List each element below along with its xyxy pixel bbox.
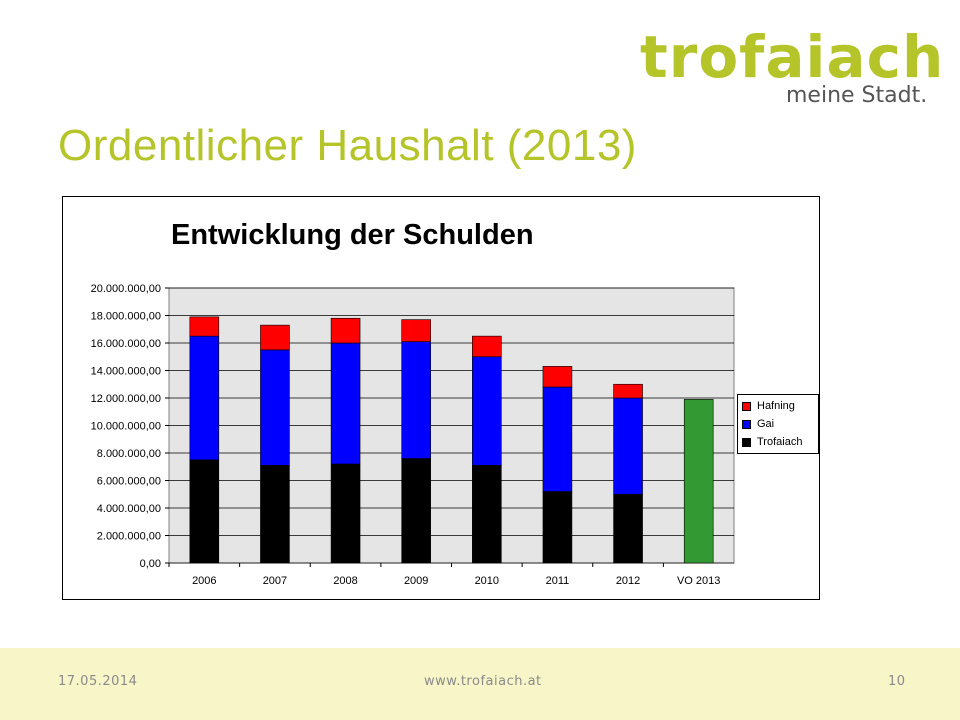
y-tick-label: 2.000.000,00 [97, 531, 161, 543]
bar-segment-series-3 [683, 399, 714, 564]
y-tick-label: 16.000.000,00 [91, 338, 161, 350]
bar-segment-gai [260, 349, 290, 466]
x-tick-label: 2007 [263, 575, 287, 587]
bar-segment-hafning [330, 317, 361, 344]
chart-legend: Hafning Gai Trofaiach [737, 394, 819, 454]
legend-label-gai: Gai [757, 418, 775, 430]
y-tick-label: 6.000.000,00 [97, 476, 161, 488]
bar-segment-trofaiach [189, 459, 220, 564]
legend-label-hafning: Hafning [757, 400, 795, 412]
y-tick-label: 18.000.000,00 [91, 311, 161, 323]
footer-band: 17.05.2014 www.trofaiach.at 10 [0, 648, 960, 720]
bar-segment-hafning [472, 335, 502, 358]
x-tick-label: 2012 [616, 575, 640, 587]
y-tick-label: 12.000.000,00 [91, 393, 161, 405]
footer-date: 17.05.2014 [58, 674, 138, 689]
bar-segment-gai [613, 397, 643, 495]
bar-segment-trofaiach [260, 465, 290, 564]
bar-segment-hafning [542, 366, 573, 388]
bar-segment-gai [330, 342, 361, 465]
legend-swatch-hafning [742, 401, 751, 411]
x-tick-label: 2011 [546, 575, 570, 587]
logo-wordmark: trofaiach [640, 23, 945, 91]
x-tick-label: 2008 [333, 575, 357, 587]
legend-item-hafning: Hafning [742, 397, 818, 415]
bar-segment-trofaiach [542, 491, 573, 564]
bar-segment-trofaiach [401, 458, 431, 564]
y-tick-label: 0,00 [140, 558, 161, 570]
chart-title: Entwicklung der Schulden [171, 219, 534, 251]
bar-segment-gai [401, 341, 431, 459]
bar-segment-trofaiach [613, 493, 643, 564]
bar-segment-gai [472, 356, 502, 466]
bar-segment-gai [542, 386, 573, 492]
footer-page-number: 10 [888, 674, 906, 689]
y-tick-label: 10.000.000,00 [91, 421, 161, 433]
slide-title: Ordentlicher Haushalt (2013) [58, 121, 637, 170]
trofaiach-logo: trofaiach meine Stadt. [640, 22, 943, 112]
bar-segment-gai [189, 335, 220, 461]
y-tick-label: 14.000.000,00 [91, 366, 161, 378]
y-tick-label: 8.000.000,00 [97, 448, 161, 460]
bar-segment-trofaiach [472, 465, 502, 564]
bar-segment-hafning [260, 324, 290, 351]
chart-frame: Entwicklung der Schulden 0,00 2.000.000,0… [62, 196, 820, 600]
x-tick-label: VO 2013 [677, 575, 720, 587]
bar-segment-hafning [401, 319, 431, 342]
y-tick-label: 20.000.000,00 [91, 283, 161, 295]
x-tick-label: 2009 [404, 575, 428, 587]
bar-segment-trofaiach [330, 463, 361, 564]
legend-item-trofaiach: Trofaiach [742, 433, 818, 451]
legend-item-gai: Gai [742, 415, 818, 433]
debt-chart: 0,00 2.000.000,00 4.000.000,00 6.000.000,00… [91, 283, 735, 587]
legend-swatch-gai [742, 419, 751, 429]
bar-segment-hafning [613, 383, 643, 399]
logo-tagline: meine Stadt. [786, 83, 928, 108]
bar-segment-hafning [189, 316, 220, 337]
x-tick-label: 2006 [192, 575, 216, 587]
legend-swatch-trofaiach [742, 437, 751, 447]
x-tick-label: 2010 [475, 575, 499, 587]
y-tick-label: 4.000.000,00 [97, 503, 161, 515]
legend-label-trofaiach: Trofaiach [757, 436, 803, 448]
footer-url: www.trofaiach.at [424, 674, 542, 689]
